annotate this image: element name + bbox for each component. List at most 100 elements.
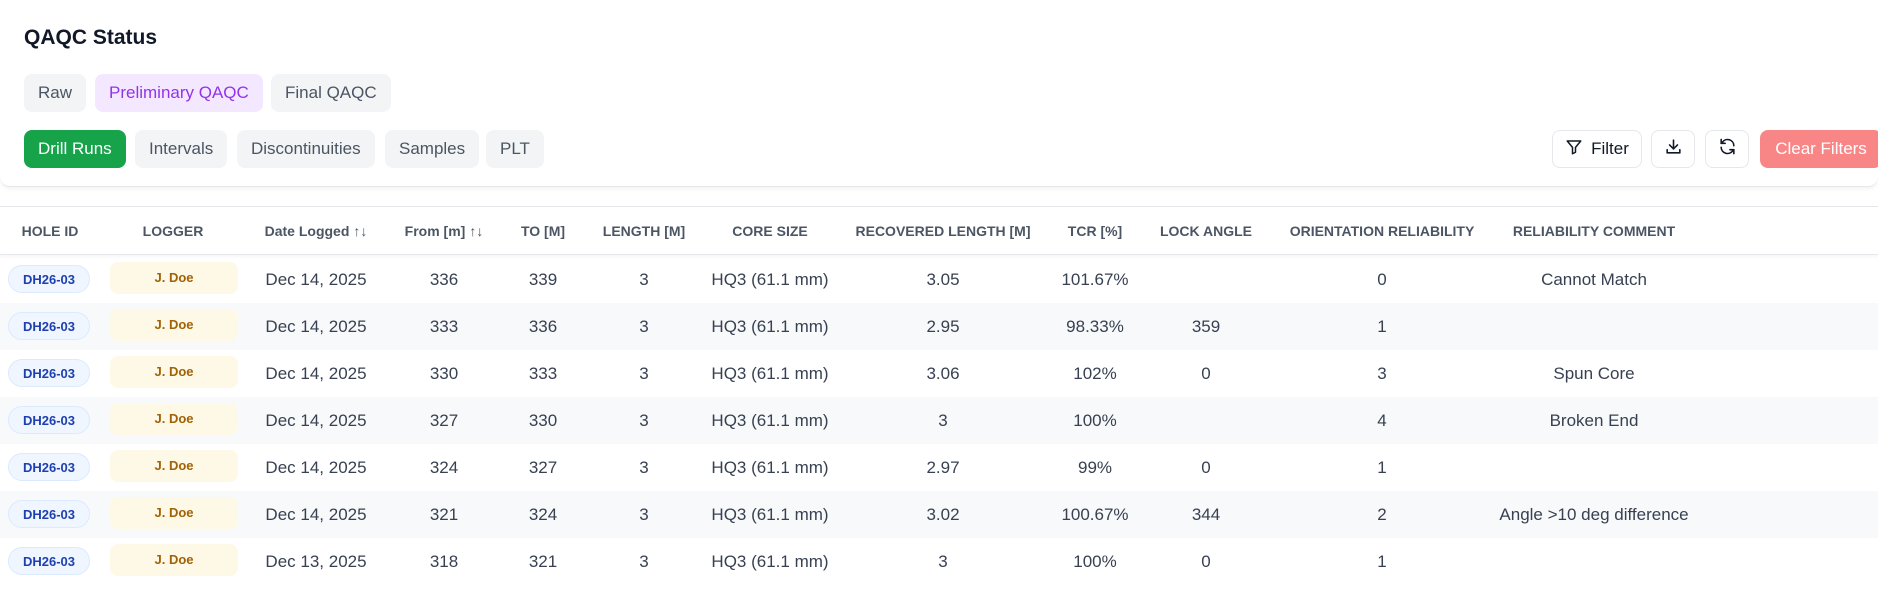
hole-id-badge[interactable]: DH26-03 <box>8 453 90 481</box>
hole-id-badge[interactable]: DH26-03 <box>8 406 90 434</box>
cell-reliability-comment: Cannot Match <box>1541 270 1647 289</box>
table-row[interactable]: DH26-03 J. Doe Dec 14, 2025 330 333 3 HQ3 (61.… <box>0 350 1878 397</box>
cell-recovered-length: 3.06 <box>926 364 960 383</box>
cell-lock-angle: 344 <box>1191 505 1221 524</box>
cell-to: 333 <box>528 364 558 383</box>
hole-id-badge[interactable]: DH26-03 <box>8 500 90 528</box>
cell-to: 330 <box>528 411 558 430</box>
col-orientation-reliability[interactable]: ORIENTATION RELIABILITY <box>1289 223 1475 239</box>
cell-to: 336 <box>528 317 558 336</box>
qaqc-header-panel: QAQC Status Raw Preliminary QAQC Final Q… <box>0 0 1878 187</box>
col-recovered-length[interactable]: RECOVERED LENGTH [M] <box>855 223 1031 239</box>
cell-to: 321 <box>528 552 558 571</box>
cell-date-logged: Dec 14, 2025 <box>265 458 367 477</box>
cell-to: 327 <box>528 458 558 477</box>
tab-intervals[interactable]: Intervals <box>135 130 228 168</box>
tab-discontinuities[interactable]: Discontinuities <box>237 130 375 168</box>
cell-orientation-reliability: 3 <box>1377 364 1387 383</box>
cell-core-size: HQ3 (61.1 mm) <box>711 364 829 383</box>
hole-id-badge[interactable]: DH26-03 <box>8 359 90 387</box>
logger-badge: J. Doe <box>110 450 238 482</box>
tab-plt[interactable]: PLT <box>486 130 544 168</box>
cell-length: 3 <box>639 411 649 430</box>
cell-orientation-reliability: 1 <box>1377 458 1387 477</box>
cell-tcr: 100% <box>1073 552 1117 571</box>
refresh-button[interactable] <box>1705 130 1749 168</box>
col-from-label: From [m] <box>404 223 466 239</box>
page-title: QAQC Status <box>24 26 158 49</box>
cell-core-size: HQ3 (61.1 mm) <box>711 317 829 336</box>
refresh-icon <box>1718 137 1737 161</box>
col-length[interactable]: LENGTH [M] <box>602 223 686 239</box>
stage-raw[interactable]: Raw <box>24 74 87 112</box>
col-tcr[interactable]: TCR [%] <box>1067 223 1123 239</box>
cell-orientation-reliability: 1 <box>1377 552 1387 571</box>
cell-tcr: 99% <box>1077 458 1113 477</box>
cell-recovered-length: 2.95 <box>926 317 960 336</box>
col-to[interactable]: TO [M] <box>520 223 566 239</box>
download-icon <box>1664 137 1683 161</box>
cell-recovered-length: 2.97 <box>926 458 960 477</box>
cell-tcr: 102% <box>1073 364 1117 383</box>
table-row[interactable]: DH26-03 J. Doe Dec 14, 2025 333 336 3 HQ3 (61.… <box>0 303 1878 350</box>
cell-lock-angle: 0 <box>1201 458 1211 477</box>
cell-orientation-reliability: 4 <box>1377 411 1387 430</box>
cell-length: 3 <box>639 505 649 524</box>
hole-id-badge[interactable]: DH26-03 <box>8 265 90 293</box>
hole-id-badge[interactable]: DH26-03 <box>8 312 90 340</box>
cell-to: 339 <box>528 270 558 289</box>
cell-recovered-length: 3.02 <box>926 505 960 524</box>
cell-tcr: 100.67% <box>1061 505 1129 524</box>
cell-date-logged: Dec 13, 2025 <box>265 552 367 571</box>
col-lock-angle[interactable]: LOCK ANGLE <box>1159 223 1253 239</box>
table-row[interactable]: DH26-03 J. Doe Dec 14, 2025 321 324 3 HQ3 (61.… <box>0 491 1878 538</box>
cell-reliability-comment: Angle >10 deg difference <box>1499 505 1689 524</box>
col-date-logged-label: Date Logged <box>264 223 350 239</box>
cell-length: 3 <box>639 317 649 336</box>
cell-from: 318 <box>429 552 459 571</box>
filter-funnel-icon <box>1565 138 1583 161</box>
cell-tcr: 100% <box>1073 411 1117 430</box>
col-reliability-comment[interactable]: RELIABILITY COMMENT <box>1512 223 1676 239</box>
cell-core-size: HQ3 (61.1 mm) <box>711 411 829 430</box>
logger-badge: J. Doe <box>110 262 238 294</box>
cell-date-logged: Dec 14, 2025 <box>265 411 367 430</box>
cell-length: 3 <box>639 364 649 383</box>
cell-length: 3 <box>639 270 649 289</box>
filter-button[interactable]: Filter <box>1552 130 1642 168</box>
col-date-logged[interactable]: Date Logged ↑↓ <box>265 207 368 255</box>
cell-from: 324 <box>429 458 459 477</box>
stage-final-qaqc[interactable]: Final QAQC <box>271 74 391 112</box>
sort-icon[interactable]: ↑↓ <box>469 223 484 239</box>
cell-length: 3 <box>639 458 649 477</box>
col-hole-id[interactable]: HOLE ID <box>21 223 79 239</box>
cell-length: 3 <box>639 552 649 571</box>
logger-badge: J. Doe <box>110 497 238 529</box>
download-button[interactable] <box>1651 130 1695 168</box>
cell-from: 333 <box>429 317 459 336</box>
tab-drill-runs[interactable]: Drill Runs <box>24 130 126 168</box>
tab-samples[interactable]: Samples <box>385 130 480 168</box>
table-row[interactable]: DH26-03 J. Doe Dec 14, 2025 336 339 3 HQ3 (61.… <box>0 256 1878 303</box>
hole-id-badge[interactable]: DH26-03 <box>8 547 90 575</box>
cell-tcr: 101.67% <box>1061 270 1129 289</box>
cell-date-logged: Dec 14, 2025 <box>265 270 367 289</box>
cell-core-size: HQ3 (61.1 mm) <box>711 552 829 571</box>
cell-from: 327 <box>429 411 459 430</box>
table-row[interactable]: DH26-03 J. Doe Dec 14, 2025 327 330 3 HQ3 (61.… <box>0 397 1878 444</box>
stage-preliminary-qaqc[interactable]: Preliminary QAQC <box>95 74 263 112</box>
cell-lock-angle: 0 <box>1201 364 1211 383</box>
logger-badge: J. Doe <box>110 544 238 576</box>
col-logger[interactable]: LOGGER <box>142 223 204 239</box>
cell-from: 321 <box>429 505 459 524</box>
logger-badge: J. Doe <box>110 356 238 388</box>
cell-to: 324 <box>528 505 558 524</box>
table-row[interactable]: DH26-03 J. Doe Dec 13, 2025 318 321 3 HQ3 (61.… <box>0 538 1878 585</box>
col-core-size[interactable]: CORE SIZE <box>732 223 808 239</box>
cell-date-logged: Dec 14, 2025 <box>265 317 367 336</box>
sort-icon[interactable]: ↑↓ <box>353 223 368 239</box>
clear-filters-button[interactable]: Clear Filters <box>1760 130 1878 168</box>
col-from[interactable]: From [m] ↑↓ <box>405 207 484 255</box>
table-row[interactable]: DH26-03 J. Doe Dec 14, 2025 324 327 3 HQ3 (61.… <box>0 444 1878 491</box>
cell-recovered-length: 3 <box>938 411 948 430</box>
